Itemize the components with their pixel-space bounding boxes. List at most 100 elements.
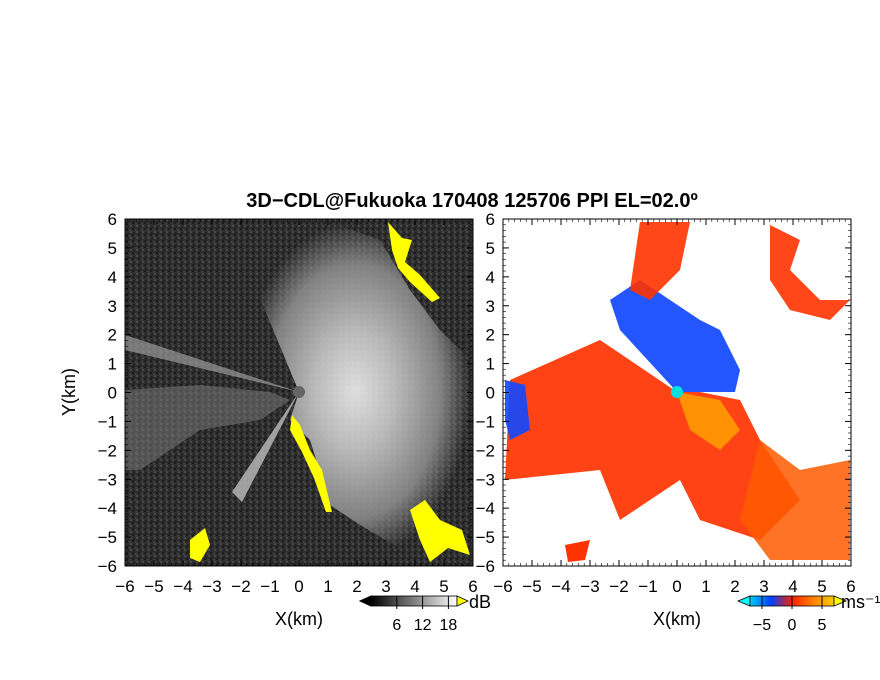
velocity-colorbar-unit: ms⁻¹ (841, 592, 880, 612)
x-tick-label: 4 (410, 577, 419, 596)
y-tick-label: −2 (476, 441, 495, 460)
x-tick-label: 0 (672, 577, 681, 596)
colorbar-tick-label: 6 (392, 617, 401, 634)
left-y-tick-labels: −6 −5 −4 −3 −2 −1 0 1 2 3 4 5 6 (98, 210, 117, 576)
right-y-tick-labels: −6 −5 −4 −3 −2 −1 0 1 2 3 4 5 6 (476, 210, 495, 576)
velocity-receding-far-region (740, 440, 850, 560)
reflectivity-colorbar-under-arrow (358, 595, 372, 607)
left-x-tick-labels: −6 −5 −4 −3 −2 −1 0 1 2 3 4 5 6 (115, 577, 477, 596)
y-tick-label: 0 (108, 384, 117, 403)
y-tick-label: 2 (486, 326, 495, 345)
x-tick-label: −4 (551, 577, 570, 596)
colorbar-tick-label: 12 (414, 617, 432, 634)
x-tick-label: −6 (115, 577, 134, 596)
reflectivity-high-echo-s (290, 415, 332, 512)
right-tick-marks (502, 218, 852, 567)
reflectivity-colorbar: dB 6 12 18 (358, 592, 491, 634)
x-tick-label: 5 (439, 577, 448, 596)
x-tick-label: 2 (352, 577, 361, 596)
velocity-colorbar-under-arrow (736, 595, 751, 607)
y-tick-label: 5 (108, 239, 117, 258)
x-tick-label: −1 (638, 577, 657, 596)
y-tick-label: −6 (98, 557, 117, 576)
velocity-colorbar-over-arrow (833, 595, 848, 607)
velocity-near-field (677, 392, 740, 450)
x-tick-label: 1 (701, 577, 710, 596)
velocity-receding-region (505, 340, 800, 540)
y-tick-label: −4 (476, 499, 495, 518)
y-tick-label: −2 (98, 441, 117, 460)
y-tick-label: −1 (98, 412, 117, 431)
reflectivity-colorbar-bar (370, 595, 458, 607)
y-tick-label: −5 (476, 528, 495, 547)
x-tick-label: −5 (144, 577, 163, 596)
radar-site-marker-left (293, 386, 305, 398)
y-tick-label: 1 (486, 355, 495, 374)
y-tick-label: 3 (108, 297, 117, 316)
y-tick-label: 1 (108, 355, 117, 374)
x-tick-label: 2 (730, 577, 739, 596)
left-tick-marks (124, 218, 474, 567)
velocity-approaching-region (610, 280, 740, 392)
reflectivity-beam-sector (232, 392, 299, 502)
radar-site-marker-right (671, 386, 683, 398)
colorbar-tick-label: 0 (788, 617, 797, 634)
velocity-approaching-west (505, 380, 530, 440)
y-tick-label: 4 (486, 268, 495, 287)
x-tick-label: 3 (759, 577, 768, 596)
y-tick-label: 2 (108, 326, 117, 345)
reflectivity-colorbar-unit: dB (469, 592, 491, 612)
velocity-colorbar: ms⁻¹ −5 0 5 (736, 592, 880, 634)
reflectivity-high-echo-sw (190, 528, 210, 562)
velocity-panel: −6 −5 −4 −3 −2 −1 0 1 2 3 4 5 6 −6−5−4−3−2−10123456 … (476, 210, 880, 634)
reflectivity-echo-west (125, 385, 290, 470)
reflectivity-echo-region (240, 222, 470, 560)
y-tick-label: −4 (98, 499, 117, 518)
reflectivity-high-echo-ne (388, 222, 440, 302)
reflectivity-colorbar-ticks: 6 12 18 (392, 596, 457, 634)
reflectivity-panel: −6 −5 −4 −3 −2 −1 0 1 2 3 4 5 6 −6−5−4−3−2−10123456 … (59, 210, 491, 634)
y-tick-label: −5 (98, 528, 117, 547)
y-tick-label: −1 (476, 412, 495, 431)
y-tick-label: −3 (98, 470, 117, 489)
left-x-axis-label: X(km) (275, 609, 323, 629)
x-tick-label: −1 (260, 577, 279, 596)
x-tick-label: 6 (846, 577, 855, 596)
x-tick-label: −4 (173, 577, 192, 596)
reflectivity-high-echo-se (410, 500, 470, 562)
x-tick-label: 5 (817, 577, 826, 596)
colorbar-tick-label: 5 (818, 617, 827, 634)
y-tick-label: −3 (476, 470, 495, 489)
x-tick-label: 6 (468, 577, 477, 596)
velocity-colorbar-ticks: −5 0 5 (753, 596, 827, 634)
x-tick-label: 4 (788, 577, 797, 596)
y-tick-label: −6 (476, 557, 495, 576)
y-tick-label: 0 (486, 384, 495, 403)
x-tick-label: 0 (294, 577, 303, 596)
y-tick-label: 3 (486, 297, 495, 316)
velocity-sw-echo (565, 540, 590, 562)
x-tick-label: −2 (231, 577, 250, 596)
x-tick-label: −6 (493, 577, 512, 596)
left-y-axis-label: Y(km) (59, 368, 79, 416)
velocity-ne-echo (770, 225, 850, 320)
x-tick-label: 3 (381, 577, 390, 596)
right-x-tick-labels: −6 −5 −4 −3 −2 −1 0 1 2 3 4 5 6 (493, 577, 855, 596)
colorbar-tick-label: −5 (753, 617, 771, 634)
chart-title: 3D−CDL@Fukuoka 170408 125706 PPI EL=02.0… (246, 190, 698, 212)
y-tick-label: 5 (486, 239, 495, 258)
right-x-axis-label: X(km) (653, 609, 701, 629)
y-tick-label: 6 (486, 210, 495, 229)
velocity-north-echo (630, 222, 690, 300)
x-tick-label: −5 (522, 577, 541, 596)
reflectivity-shadow-sector (125, 335, 299, 392)
reflectivity-colorbar-over-arrow (456, 595, 469, 607)
y-tick-label: 4 (108, 268, 117, 287)
x-tick-label: −3 (202, 577, 221, 596)
x-tick-label: 1 (323, 577, 332, 596)
y-tick-label: 6 (108, 210, 117, 229)
colorbar-tick-label: 18 (440, 617, 458, 634)
x-tick-label: −3 (580, 577, 599, 596)
x-tick-label: −2 (609, 577, 628, 596)
